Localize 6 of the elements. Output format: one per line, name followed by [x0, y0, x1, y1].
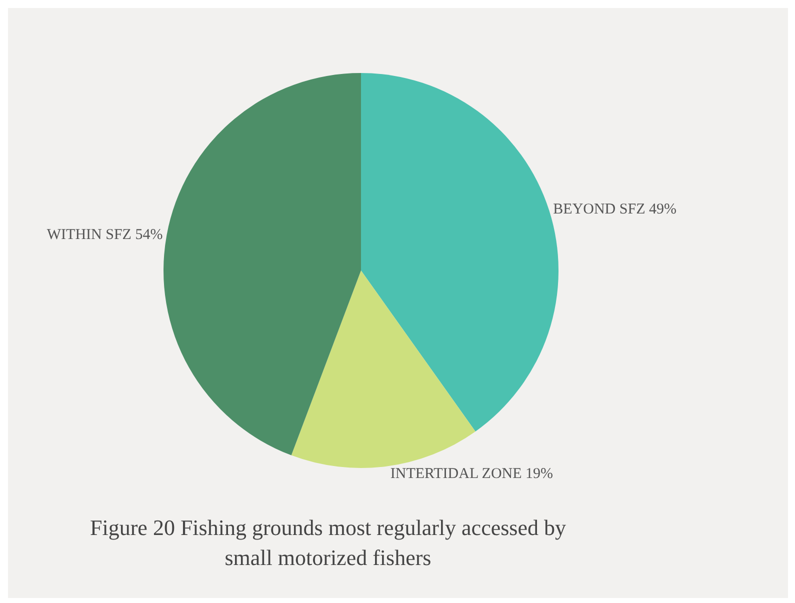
pie-slice — [164, 73, 361, 456]
slice-label: WITHIN SFZ 54% — [46, 226, 163, 243]
text: Figure 20 Fishing grounds most regularly accessed by small motorized fishers — [89, 514, 567, 572]
slice-label: INTERTIDAL ZONE 19% — [390, 466, 554, 482]
pie-slice — [291, 270, 476, 468]
slice-label: BEYOND SFZ 49% — [553, 202, 676, 218]
